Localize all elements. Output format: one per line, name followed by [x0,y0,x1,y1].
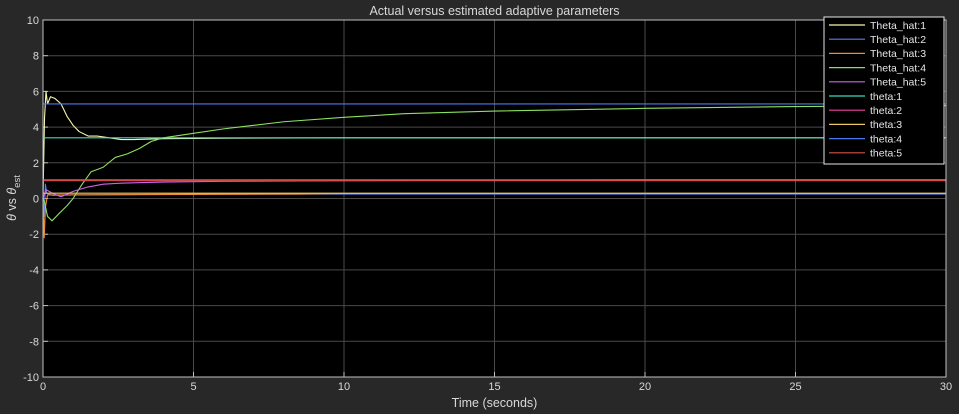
y-axis-label-vs: vs [5,195,19,214]
x-tick-label: 5 [190,381,196,393]
legend-item[interactable]: theta:1 [829,91,902,103]
legend-item[interactable]: Theta_hat:5 [829,77,926,89]
svg-text:θ vs θest: θ vs θest [5,175,23,221]
legend[interactable]: Theta_hat:1 Theta_hat:2 Theta_hat:3 Theta_h… [823,16,945,165]
y-axis-label-theta2: θ [5,188,19,195]
y-tick-label: 4 [33,122,39,134]
legend-label: Theta_hat:2 [870,34,926,46]
chart-title: Actual versus estimated adaptive paramet… [369,4,619,18]
x-tick-labels: 0 5 10 15 20 25 30 [40,381,952,393]
legend-items: Theta_hat:1 Theta_hat:2 Theta_hat:3 Theta_h… [829,20,926,160]
y-axis-label-subscript: est [12,175,23,188]
legend-item[interactable]: theta:2 [829,105,902,117]
y-axis-label-theta: θ [5,214,19,221]
legend-item[interactable]: Theta_hat:3 [829,48,926,60]
x-tick-label: 0 [40,381,46,393]
legend-item[interactable]: Theta_hat:4 [829,62,926,74]
legend-label: theta:1 [870,91,902,103]
y-tick-label: 8 [33,51,39,63]
x-tick-label: 25 [789,381,801,393]
y-tick-label: -8 [29,336,39,348]
legend-item[interactable]: theta:4 [829,133,902,145]
x-tick-label: 20 [639,381,651,393]
legend-item[interactable]: theta:3 [829,119,902,131]
y-tick-label: 10 [27,15,39,27]
series-line-theta-hat-4 [42,105,947,222]
legend-item[interactable]: Theta_hat:1 [829,20,926,32]
legend-label: Theta_hat:1 [870,20,926,32]
y-axis-label: θ vs θest [5,175,23,221]
legend-item[interactable]: Theta_hat:2 [829,34,926,46]
plot-border [42,19,947,378]
x-tick-label: 15 [488,381,500,393]
legend-label: Theta_hat:3 [870,48,926,60]
legend-label: theta:3 [870,119,902,131]
grid [42,19,947,378]
x-tick-label: 10 [338,381,350,393]
legend-label: theta:5 [870,148,902,160]
y-tick-label: -2 [29,229,39,241]
y-tick-labels: -10 -8 -6 -4 -2 0 2 4 6 8 10 [23,15,39,384]
legend-label: theta:2 [870,105,902,117]
y-tick-label: -10 [23,372,39,384]
series-layer [42,90,947,239]
x-tick-label: 30 [940,381,952,393]
legend-label: theta:4 [870,133,902,145]
y-tick-label: 2 [33,158,39,170]
y-tick-label: -4 [29,265,39,277]
legend-label: Theta_hat:5 [870,77,926,89]
y-tick-label: 6 [33,86,39,98]
legend-label: Theta_hat:4 [870,62,926,74]
legend-item[interactable]: theta:5 [829,148,902,160]
y-tick-label: 0 [33,194,39,206]
x-axis-label: Time (seconds) [452,396,538,410]
legend-box [823,16,945,165]
y-tick-label: -6 [29,301,39,313]
